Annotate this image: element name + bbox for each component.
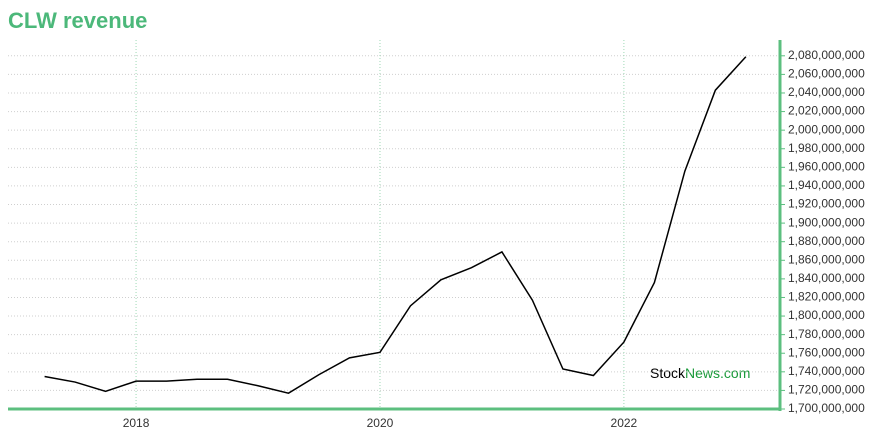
y-tick-label: 1,700,000,000 — [788, 401, 865, 415]
watermark: StockNews.com — [650, 365, 750, 381]
y-tick-label: 1,980,000,000 — [788, 141, 865, 155]
x-tick-label: 2022 — [611, 416, 638, 430]
watermark-part: News.com — [685, 365, 750, 381]
y-tick-label: 2,060,000,000 — [788, 67, 865, 81]
line-series — [44, 56, 747, 395]
watermark-part: Stock — [650, 365, 686, 381]
y-tick-label: 1,720,000,000 — [788, 383, 865, 397]
y-tick-label: 2,040,000,000 — [788, 85, 865, 99]
y-tick-label: 2,080,000,000 — [788, 48, 865, 62]
y-tick-label: 2,020,000,000 — [788, 104, 865, 118]
y-tick-label: 1,920,000,000 — [788, 197, 865, 211]
y-tick-label: 2,000,000,000 — [788, 122, 865, 136]
chart-title: CLW revenue — [8, 8, 147, 33]
y-tick-label: 1,760,000,000 — [788, 345, 865, 359]
y-tick-label: 1,960,000,000 — [788, 160, 865, 174]
x-tick-label: 2020 — [367, 416, 394, 430]
y-tick-label: 1,780,000,000 — [788, 327, 865, 341]
y-tick-label: 1,820,000,000 — [788, 290, 865, 304]
y-tick-label: 1,880,000,000 — [788, 234, 865, 248]
y-tick-label: 1,740,000,000 — [788, 364, 865, 378]
y-tick-label: 1,940,000,000 — [788, 178, 865, 192]
y-tick-label: 1,800,000,000 — [788, 308, 865, 322]
x-tick-label: 2018 — [123, 416, 150, 430]
y-tick-label: 1,860,000,000 — [788, 252, 865, 266]
y-tick-label: 1,840,000,000 — [788, 271, 865, 285]
y-tick-label: 1,900,000,000 — [788, 215, 865, 229]
